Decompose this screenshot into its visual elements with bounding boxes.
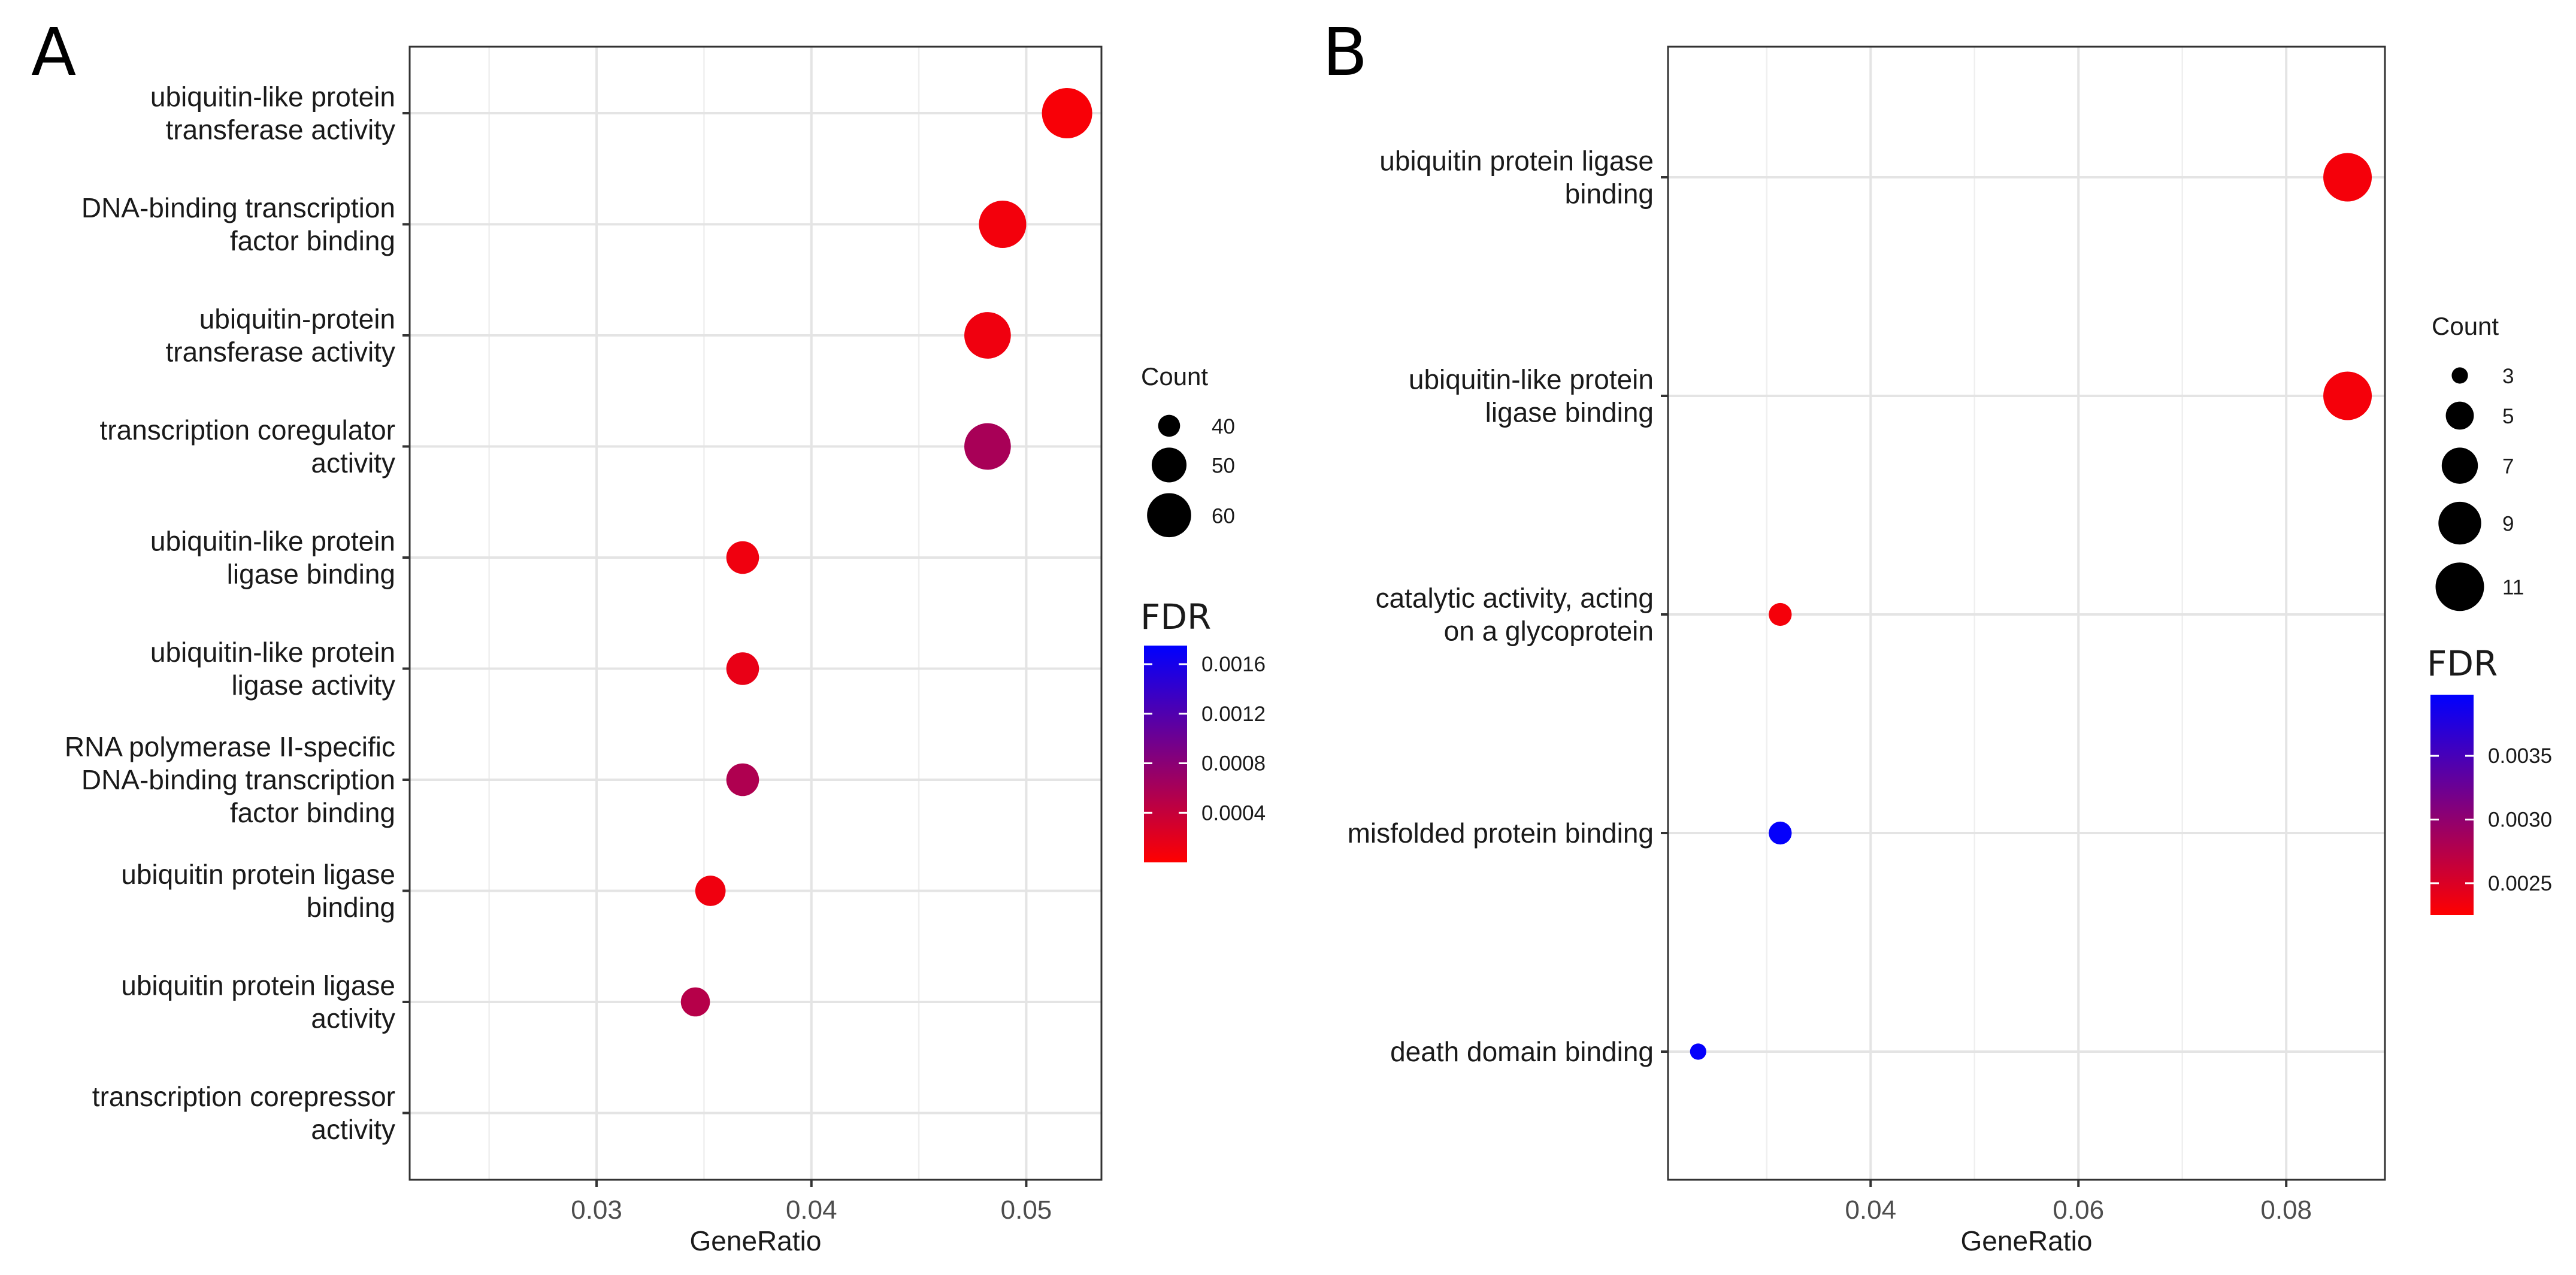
y-tick-label-a-6-2: factor binding: [230, 797, 395, 828]
size-legend-label-a-2: 60: [1212, 504, 1235, 528]
x-tick-label-a-0: 0.03: [571, 1195, 622, 1225]
data-point-a-5: [726, 652, 759, 685]
data-point-b-0: [2323, 153, 2372, 202]
x-axis-title-b: GeneRatio: [1961, 1225, 2093, 1256]
color-legend-label-a-2: 0.0012: [1201, 702, 1266, 726]
data-point-a-3: [964, 423, 1011, 470]
size-legend-label-b-0: 3: [2502, 365, 2514, 388]
size-legend-dot-a-2: [1147, 493, 1191, 538]
y-tick-label-a-2-1: transferase activity: [166, 337, 395, 368]
y-tick-label-a-3-1: activity: [311, 447, 395, 478]
y-tick-label-a-6-0: RNA polymerase II-specific: [65, 731, 395, 762]
data-point-b-2: [1769, 602, 1792, 626]
x-axis-title-a: GeneRatio: [690, 1225, 822, 1256]
data-point-a-7: [695, 876, 726, 906]
y-tick-label-a-5-0: ubiquitin-like protein: [150, 637, 395, 668]
y-tick-label-a-3-0: transcription coregulator: [100, 414, 395, 446]
y-tick-label-a-4-1: ligase binding: [227, 559, 395, 590]
y-tick-label-a-9-0: transcription corepressor: [92, 1081, 395, 1112]
x-tick-label-b-1: 0.06: [2053, 1195, 2104, 1225]
size-legend-dot-b-4: [2435, 562, 2484, 611]
y-tick-label-a-7-1: binding: [307, 892, 395, 923]
y-tick-label-b-4-0: death domain binding: [1390, 1036, 1654, 1067]
data-point-a-1: [979, 201, 1027, 248]
size-legend-dot-b-3: [2438, 501, 2481, 545]
size-legend-label-a-0: 40: [1212, 415, 1235, 438]
size-legend-label-b-4: 11: [2502, 576, 2524, 599]
size-legend-dot-b-0: [2451, 367, 2468, 384]
y-tick-label-a-9-1: activity: [311, 1114, 395, 1145]
y-tick-label-a-0-0: ubiquitin-like protein: [150, 81, 395, 113]
size-legend-label-b-3: 9: [2502, 513, 2514, 536]
color-legend-label-a-0: 0.0004: [1201, 801, 1266, 825]
size-legend-label-b-1: 5: [2502, 405, 2514, 428]
x-tick-label-b-0: 0.04: [1845, 1195, 1896, 1225]
y-tick-label-a-8-0: ubiquitin protein ligase: [121, 970, 395, 1001]
x-tick-label-a-2: 0.05: [1001, 1195, 1052, 1225]
data-point-a-4: [726, 541, 759, 574]
plot-border-a: [408, 46, 1103, 1181]
data-point-b-4: [1690, 1043, 1706, 1060]
y-tick-label-a-8-1: activity: [311, 1003, 395, 1034]
y-tick-label-b-0-1: binding: [1565, 178, 1654, 210]
color-legend-label-a-3: 0.0016: [1201, 653, 1266, 676]
size-legend-dot-b-2: [2441, 447, 2478, 484]
data-point-a-6: [726, 763, 759, 797]
y-tick-label-b-1-0: ubiquitin-like protein: [1409, 364, 1654, 395]
y-tick-label-b-2-0: catalytic activity, acting: [1376, 583, 1654, 614]
x-tick-label-a-1: 0.04: [786, 1195, 837, 1225]
color-legend-label-b-2: 0.0035: [2488, 744, 2552, 768]
color-legend-title-a: FDR: [1140, 596, 1211, 637]
color-legend-label-b-1: 0.0030: [2488, 808, 2552, 831]
data-point-a-0: [1042, 87, 1092, 139]
y-tick-label-b-1-1: ligase binding: [1485, 397, 1654, 428]
x-tick-label-b-2: 0.08: [2260, 1195, 2312, 1225]
color-legend-title-b: FDR: [2427, 643, 2498, 684]
data-point-a-8: [680, 987, 710, 1017]
size-legend-label-b-2: 7: [2502, 455, 2514, 478]
panel-label-b: B: [1322, 14, 1367, 90]
y-tick-label-b-0-0: ubiquitin protein ligase: [1379, 146, 1654, 177]
size-legend-dot-a-1: [1151, 447, 1187, 483]
size-legend-dot-a-0: [1158, 414, 1180, 437]
y-tick-label-a-4-0: ubiquitin-like protein: [150, 526, 395, 557]
y-tick-label-a-0-1: transferase activity: [166, 114, 395, 146]
color-legend-bar-b: [2430, 695, 2474, 915]
data-point-a-2: [964, 312, 1011, 359]
y-tick-label-b-3-0: misfolded protein binding: [1348, 817, 1654, 849]
size-legend-title-b: Count: [2432, 312, 2499, 340]
y-tick-label-a-2-0: ubiquitin-protein: [199, 304, 395, 335]
y-tick-label-a-6-1: DNA-binding transcription: [81, 764, 395, 795]
size-legend-dot-b-1: [2445, 401, 2474, 430]
panel-label-a: A: [31, 14, 76, 90]
color-legend-label-b-0: 0.0025: [2488, 872, 2552, 895]
plot-border-b: [1667, 46, 2386, 1181]
y-tick-label-a-7-0: ubiquitin protein ligase: [121, 859, 395, 890]
data-point-b-3: [1769, 821, 1792, 845]
color-legend-label-a-1: 0.0008: [1201, 752, 1266, 776]
y-tick-label-a-1-0: DNA-binding transcription: [81, 192, 395, 223]
size-legend-title-a: Count: [1141, 362, 1208, 390]
color-legend-bar-a: [1144, 646, 1187, 862]
y-tick-label-b-2-1: on a glycoprotein: [1444, 616, 1654, 647]
size-legend-label-a-1: 50: [1212, 454, 1235, 477]
y-tick-label-a-5-1: ligase activity: [231, 670, 395, 701]
data-point-b-1: [2323, 371, 2372, 420]
y-tick-label-a-1-1: factor binding: [230, 225, 395, 256]
